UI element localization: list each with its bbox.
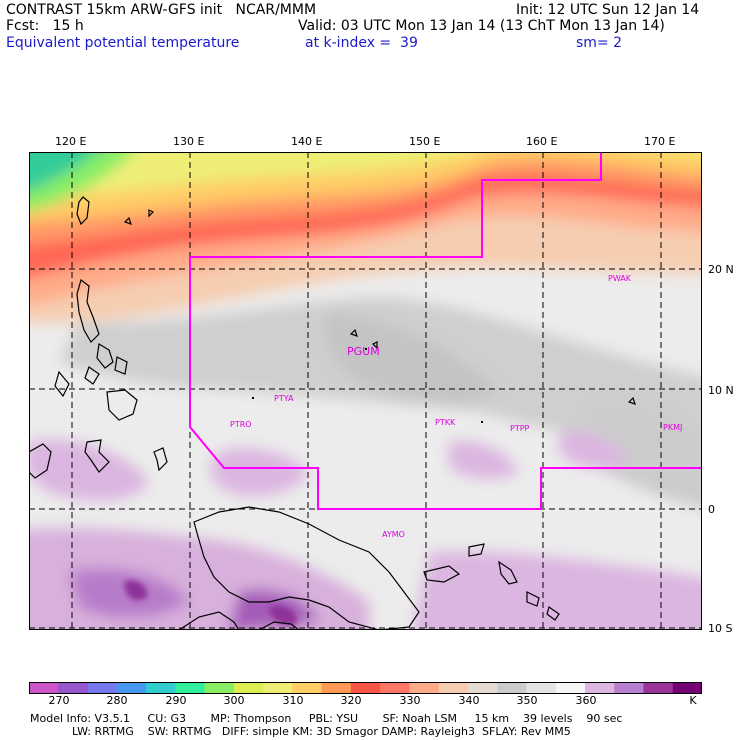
colorbar-label: 270 bbox=[48, 694, 70, 707]
valid-time: Valid: 03 UTC Mon 13 Jan 14 (13 ChT Mon … bbox=[298, 18, 665, 34]
colorbar-label: 330 bbox=[399, 694, 421, 707]
colorbar-swatch bbox=[643, 682, 674, 694]
colorbar-swatch bbox=[116, 682, 147, 694]
station-dot bbox=[481, 421, 483, 423]
colorbar-swatch bbox=[526, 682, 557, 694]
station-label: PTRO bbox=[230, 420, 252, 429]
station-label: AYMO bbox=[382, 530, 405, 539]
colorbar-label: 300 bbox=[223, 694, 245, 707]
colorbar-swatch bbox=[263, 682, 293, 694]
colorbar-swatch bbox=[233, 682, 264, 694]
field-name: Equivalent potential temperature bbox=[6, 35, 240, 51]
station-label: PGUM bbox=[347, 345, 380, 358]
colorbar-swatch bbox=[29, 682, 59, 694]
lat-tick-label: 10 S bbox=[708, 622, 733, 635]
colorbar-swatch bbox=[438, 682, 469, 694]
lon-tick-label: 150 E bbox=[409, 135, 441, 148]
lat-tick-label: 0 bbox=[708, 503, 715, 516]
lon-tick-label: 140 E bbox=[291, 135, 323, 148]
theta-e-map: PWAK PGUM PTYA PTRO PTKK PTPP PKMJ AYMO bbox=[29, 152, 702, 630]
init-time: Init: 12 UTC Sun 12 Jan 14 bbox=[516, 2, 700, 18]
region-boundary bbox=[189, 152, 702, 510]
colorbar-label: 310 bbox=[282, 694, 304, 707]
colorbar-swatch bbox=[614, 682, 644, 694]
colorbar-label: 360 bbox=[575, 694, 597, 707]
colorbar-swatch bbox=[380, 682, 410, 694]
lon-tick-label: 120 E bbox=[55, 135, 87, 148]
colorbar-swatch bbox=[146, 682, 176, 694]
level-index: at k-index = 39 bbox=[305, 35, 418, 51]
colorbar-swatch bbox=[672, 682, 702, 694]
station-label: PWAK bbox=[608, 274, 632, 283]
lon-tick-label: 160 E bbox=[526, 135, 558, 148]
station-label: PTKK bbox=[435, 418, 456, 427]
colorbar-label: 280 bbox=[106, 694, 128, 707]
forecast-hour: Fcst: 15 h bbox=[6, 18, 84, 34]
station-label: PTPP bbox=[510, 424, 530, 433]
colorbar-label: 320 bbox=[340, 694, 362, 707]
colorbar-swatch bbox=[292, 682, 323, 694]
station-label: PKMJ bbox=[663, 423, 682, 432]
colorbar-swatch bbox=[497, 682, 527, 694]
colorbar-swatch bbox=[467, 682, 498, 694]
station-label: PTYA bbox=[274, 394, 294, 403]
colorbar-label: 350 bbox=[516, 694, 538, 707]
colorbar-swatch bbox=[350, 682, 381, 694]
station-dot bbox=[365, 348, 367, 350]
colorbar-swatch bbox=[175, 682, 206, 694]
colorbar-frame bbox=[29, 682, 702, 694]
colorbar-swatch bbox=[204, 682, 235, 694]
station-dot bbox=[252, 397, 254, 399]
lat-lon-grid bbox=[29, 152, 702, 630]
colorbar-swatch bbox=[409, 682, 440, 694]
map-frame bbox=[29, 152, 702, 630]
title-line: CONTRAST 15km ARW-GFS init NCAR/MMM bbox=[6, 2, 317, 18]
model-info-line2: LW: RRTMG SW: RRTMG DIFF: simple KM: 3D … bbox=[30, 725, 571, 738]
colorbar-label: 290 bbox=[165, 694, 187, 707]
lon-tick-label: 130 E bbox=[173, 135, 205, 148]
colorbar-label: 340 bbox=[458, 694, 480, 707]
colorbar-unit: K bbox=[689, 694, 697, 707]
colorbar-swatch bbox=[555, 682, 586, 694]
model-info-line1: Model Info: V3.5.1 CU: G3 MP: Thompson P… bbox=[30, 712, 623, 725]
lat-tick-label: 20 N bbox=[708, 263, 734, 276]
lon-tick-label: 170 E bbox=[644, 135, 676, 148]
colorbar-swatch bbox=[58, 682, 89, 694]
coastline bbox=[29, 196, 636, 630]
colorbar-swatch bbox=[584, 682, 615, 694]
colorbar-swatch bbox=[87, 682, 118, 694]
lat-tick-label: 10 N bbox=[708, 384, 734, 397]
colorbar bbox=[29, 682, 702, 694]
smoothing: sm= 2 bbox=[576, 35, 623, 51]
colorbar-swatch bbox=[321, 682, 352, 694]
